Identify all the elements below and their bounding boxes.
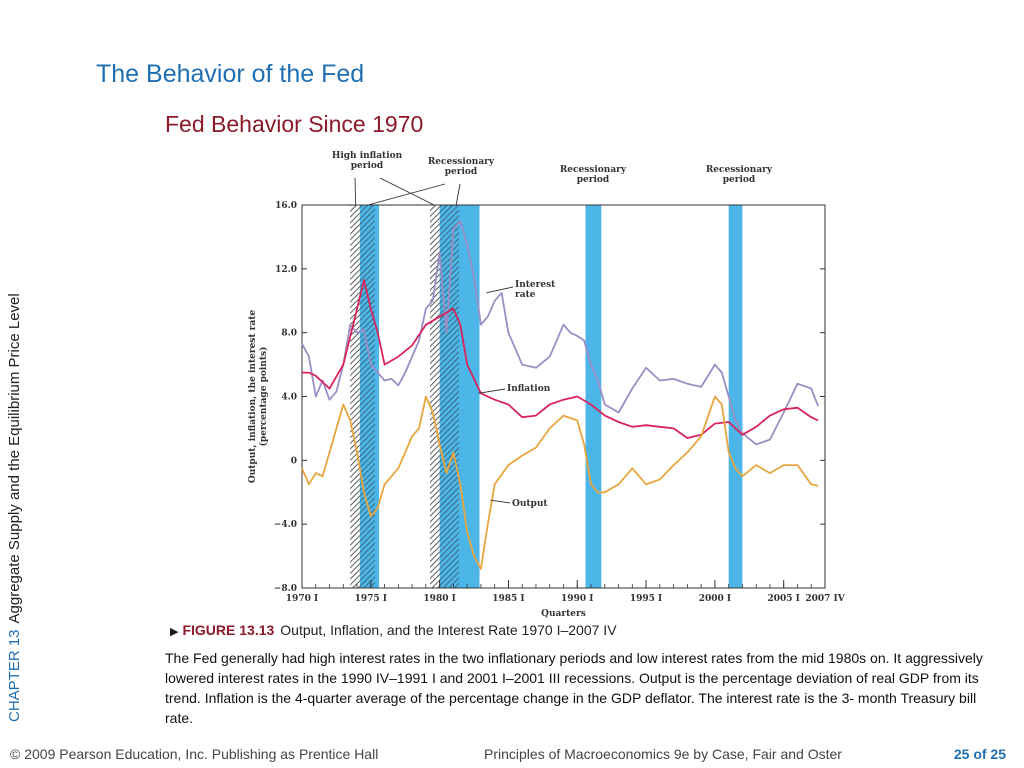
copyright-text: © 2009 Pearson Education, Inc. Publishin…: [10, 746, 379, 762]
high-inflation-band-1: [429, 205, 440, 588]
series-layer: [301, 220, 819, 570]
series-output-line: [301, 395, 819, 570]
series-interest-line: [301, 220, 819, 446]
interest-rate-pointer: [486, 286, 514, 294]
figure-caption-heading: ▶ FIGURE 13.13 Output, Inflation, and the …: [170, 622, 617, 638]
output-pointer: [490, 499, 511, 504]
high-inflation-overlay-1: [439, 205, 459, 588]
chapter-sidebar: CHAPTER 13 Aggregate Supply and the Equil…: [6, 52, 23, 722]
chart-subtitle: Fed Behavior Since 1970: [165, 111, 424, 137]
recession-band-3: [728, 205, 743, 588]
x-tick-label: 1995 I: [630, 594, 662, 604]
axis-layer: −8.0 −4.0 0 4.0 8.0 12.0 16.0 1970 I 1975 I 1980 …: [248, 201, 846, 619]
x-tick-label: 1975 I: [355, 594, 387, 604]
figure-caption: The Fed generally had high interest rate…: [165, 650, 983, 726]
period-shading-layer: [350, 205, 743, 588]
annotation-layer: High inflation period Recessionary period Re…: [332, 151, 773, 509]
page-number: 25 of 25: [953, 746, 1006, 762]
y-tick-label: 8.0: [281, 329, 297, 339]
recessionary-annotation-2: Recessionary period: [706, 165, 773, 185]
recessionary-pointer-0: [367, 183, 446, 206]
recession-band-2: [585, 205, 602, 588]
high-inflation-band-0: [350, 205, 360, 588]
chapter-title: Aggregate Supply and the Equilibrium Pri…: [6, 293, 23, 624]
y-tick-label: 4.0: [281, 393, 297, 403]
chart-container: −8.0 −4.0 0 4.0 8.0 12.0 16.0 1970 I 1975 I 1980 …: [235, 145, 855, 620]
y-tick-label: −4.0: [274, 520, 297, 530]
chapter-number: CHAPTER 13: [6, 629, 23, 722]
plot-frame: [301, 204, 826, 589]
y-tick-label: −8.0: [274, 584, 297, 594]
recessionary-pointer-1: [455, 183, 461, 206]
book-title: Principles of Macroeconomics 9e by Case,…: [484, 746, 842, 762]
x-tick-label: 1970 I: [286, 594, 318, 604]
figure-number: FIGURE 13.13: [182, 622, 275, 638]
y-axis-label: Output, inflation, the interest rate(per…: [248, 310, 269, 483]
slide-title: The Behavior of the Fed: [96, 60, 365, 88]
play-triangle-icon: ▶: [170, 626, 179, 638]
y-tick-label: 16.0: [275, 201, 297, 211]
y-tick-label: 0: [291, 456, 297, 466]
inflation-pointer: [478, 388, 506, 394]
high-inflation-annotation: High inflation period: [332, 151, 403, 171]
interest-rate-annotation: Interest rate: [515, 280, 556, 300]
chart-svg: −8.0 −4.0 0 4.0 8.0 12.0 16.0 1970 I 1975 I 1980 …: [248, 151, 846, 619]
x-tick-label: 1980 I: [423, 594, 455, 604]
series-inflation-line: [302, 279, 819, 439]
x-tick-label: 1990 I: [561, 594, 593, 604]
x-tick-label: 2007 IV: [805, 594, 845, 604]
recessionary-annotation-0: Recessionary period: [428, 157, 495, 177]
x-axis-label: Quarters: [541, 609, 586, 619]
figure-title: Output, Inflation, and the Interest Rate…: [280, 622, 617, 638]
inflation-annotation: Inflation: [507, 384, 551, 394]
recessionary-annotation-1: Recessionary period: [560, 165, 627, 185]
output-annotation: Output: [512, 499, 548, 509]
x-tick-label: 1985 I: [492, 594, 524, 604]
high-inflation-pointer-1: [379, 177, 435, 206]
footer: © 2009 Pearson Education, Inc. Publishin…: [0, 740, 1024, 768]
x-tick-label: 2005 I: [768, 594, 800, 604]
x-tick-label: 2000 I: [699, 594, 731, 604]
high-inflation-overlay-0: [359, 205, 375, 588]
y-tick-label: 12.0: [275, 265, 297, 275]
high-inflation-pointer-0: [354, 177, 357, 206]
